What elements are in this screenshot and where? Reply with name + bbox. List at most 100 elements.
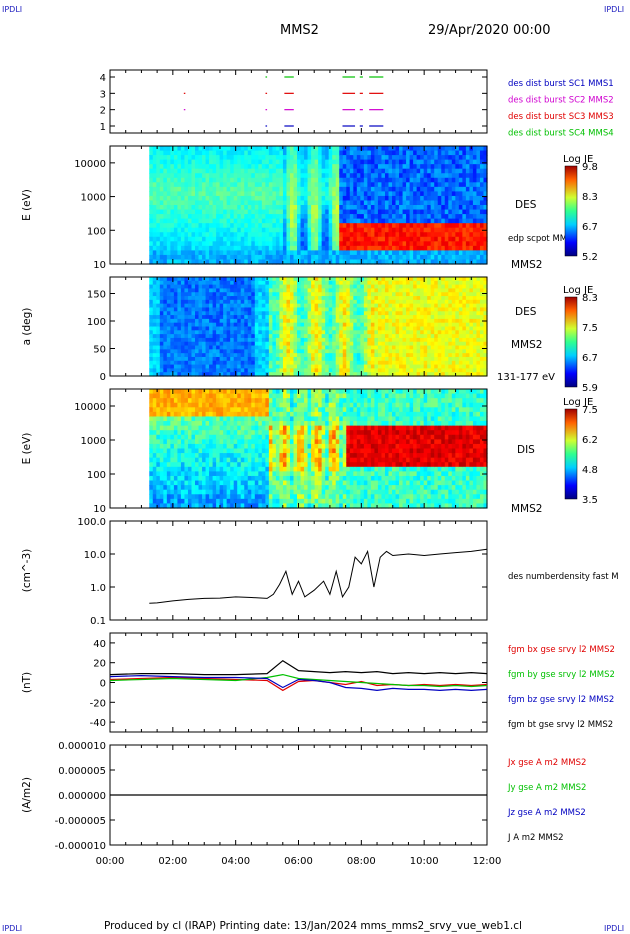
spectrogram-cell [297, 303, 302, 309]
spectrogram-cell [363, 200, 368, 206]
spectrogram-cell [395, 155, 400, 161]
spectrogram-cell [402, 345, 407, 350]
spectrogram-cell [416, 177, 421, 183]
spectrogram-cell [233, 368, 238, 373]
spectrogram-cell [166, 245, 171, 251]
spectrogram-cell [448, 296, 453, 301]
spectrogram-cell [166, 177, 171, 183]
spectrogram-cell [353, 195, 358, 202]
spectrogram-cell [413, 341, 418, 347]
spectrogram-cell [349, 146, 354, 152]
spectrogram-cell [342, 318, 347, 324]
spectrogram-cell [360, 205, 365, 211]
spectrogram-cell [346, 214, 351, 220]
spectrogram-cell [353, 236, 358, 242]
spectrogram-cell [325, 227, 330, 233]
spectrogram-cell [321, 200, 326, 206]
spectrogram-cell [251, 164, 256, 170]
spectrogram-cell [325, 326, 330, 331]
spectrogram-cell [261, 218, 266, 224]
spectrogram-cell [244, 280, 249, 286]
spectrogram-cell [297, 200, 302, 206]
spectrogram-cell [230, 214, 235, 220]
spectrogram-cell [216, 182, 221, 188]
spectrogram-cell [311, 177, 316, 183]
spectrogram-cell [458, 195, 463, 202]
spectrogram-cell [360, 280, 365, 286]
spectrogram-cell [254, 205, 259, 211]
spectrogram-cell [469, 223, 474, 229]
spectrogram-cell [180, 334, 186, 339]
spectrogram-cell [261, 195, 266, 202]
spectrogram-cell [346, 182, 351, 188]
spectrogram-cell [448, 326, 453, 331]
spectrogram-cell [367, 254, 372, 261]
spectrogram-cell [152, 218, 157, 224]
spectrogram-cell [332, 173, 337, 179]
spectrogram-cell [230, 150, 235, 156]
spectrogram-cell [184, 164, 189, 170]
spectrogram-cell [275, 227, 281, 233]
spectrogram-cell [451, 334, 456, 339]
spectrogram-cell [427, 364, 432, 369]
spectrogram-cell [430, 214, 435, 220]
spectrogram-cell [184, 214, 189, 220]
spectrogram-cell [180, 146, 186, 152]
spectrogram-cell [184, 364, 189, 369]
spectrogram-cell [423, 236, 428, 242]
spectrogram-cell [212, 303, 217, 309]
spectrogram-cell [156, 277, 161, 282]
spectrogram-cell [374, 182, 379, 188]
spectrogram-cell [406, 349, 411, 354]
spectrogram-cell [399, 299, 404, 305]
spectrogram-cell [286, 159, 291, 165]
spectrogram-cell [367, 236, 372, 242]
spectrogram-cell [258, 259, 263, 265]
spectrogram-cell [307, 214, 312, 220]
spectrogram-cell [237, 164, 242, 170]
spectrogram-cell [286, 186, 291, 192]
spectrogram-cell [297, 259, 302, 265]
spectrogram-cell [233, 364, 238, 369]
spectrogram-cell [209, 195, 214, 202]
spectrogram-cell [420, 205, 425, 211]
spectrogram-cell [240, 195, 245, 202]
spectrogram-cell [265, 330, 270, 335]
spectrogram-cell [297, 150, 302, 156]
spectrogram-cell [180, 349, 186, 354]
spectrogram-cell [180, 368, 186, 373]
spectrogram-cell [195, 232, 200, 238]
spectrogram-cell [381, 232, 386, 238]
spectrogram-cell [166, 356, 171, 362]
spectrogram-cell [244, 277, 249, 282]
spectrogram-cell [233, 311, 238, 316]
spectrogram-cell [297, 311, 302, 316]
spectrogram-cell [427, 326, 432, 331]
spectrogram-cell [360, 177, 365, 183]
spectrogram-cell [356, 250, 361, 256]
spectrogram-cell [374, 159, 379, 165]
spectrogram-cell [370, 299, 376, 305]
spectrogram-cell [318, 218, 323, 224]
spectrogram-cell [265, 209, 270, 215]
spectrogram-cell [237, 245, 242, 251]
spectrogram-cell [219, 195, 224, 202]
spectrogram-cell [261, 155, 266, 161]
spectrogram-cell [170, 334, 175, 339]
spectrogram-cell [311, 159, 316, 165]
spectrogram-cell [360, 292, 365, 297]
spectrogram-cell [156, 195, 161, 202]
spectrogram-cell [279, 280, 284, 286]
spectrogram-cell [321, 241, 326, 247]
spectrogram-cell [325, 277, 330, 282]
spectrogram-cell [282, 318, 288, 324]
spectrogram-cell [441, 177, 446, 183]
spectrogram-cell [356, 227, 361, 233]
spectrogram-cell [448, 254, 453, 261]
spectrogram-cell [251, 280, 256, 286]
spectrogram-cell [216, 368, 221, 373]
spectrogram-cell [311, 364, 316, 369]
spectrogram-cell [409, 164, 414, 170]
spectrogram-cell [409, 168, 414, 174]
spectrogram-cell [244, 173, 249, 179]
